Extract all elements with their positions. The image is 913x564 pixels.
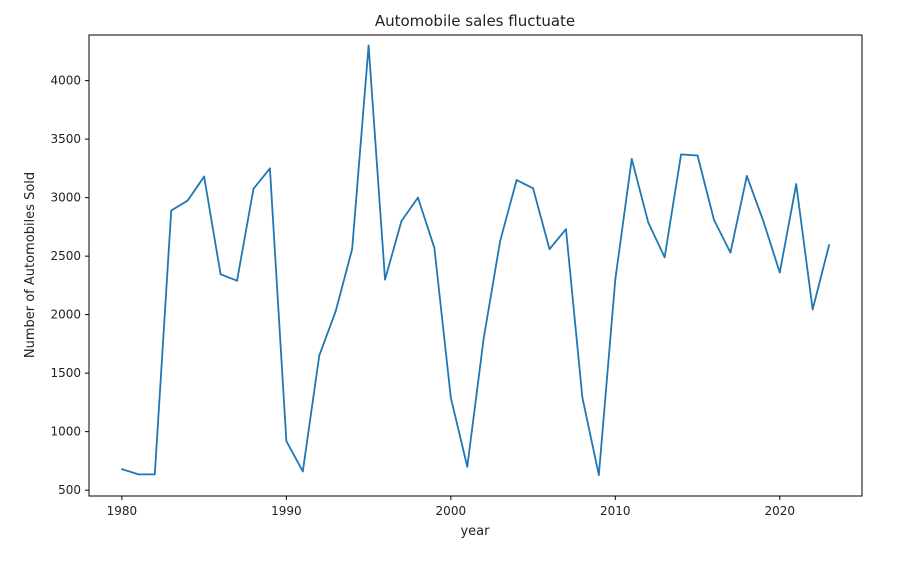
x-tick-label: 1990 xyxy=(271,504,302,518)
data-point xyxy=(153,473,156,476)
data-point xyxy=(170,209,173,212)
data-point xyxy=(565,228,567,231)
data-point xyxy=(318,354,321,357)
y-tick-label: 1000 xyxy=(50,425,81,439)
x-tick-label: 2020 xyxy=(764,504,795,518)
y-tick-label: 4000 xyxy=(50,74,81,88)
data-point xyxy=(367,44,370,47)
data-point xyxy=(729,251,732,254)
y-tick-label: 2000 xyxy=(50,308,81,322)
data-point xyxy=(614,278,617,281)
y-tick-label: 2500 xyxy=(50,249,81,263)
x-axis-ticks: 1980 1990 2000 2010 2020 xyxy=(107,496,795,518)
y-tick-label: 500 xyxy=(58,483,81,497)
data-point xyxy=(713,218,715,221)
data-point xyxy=(762,220,765,222)
y-tick-label: 3500 xyxy=(50,132,81,146)
data-point xyxy=(745,175,748,177)
data-point xyxy=(581,396,584,399)
x-axis-label: year xyxy=(460,524,490,539)
data-point xyxy=(466,465,469,468)
data-point xyxy=(219,273,222,276)
data-point xyxy=(449,396,452,399)
data-point xyxy=(647,221,650,224)
data-point xyxy=(532,187,534,190)
data-point xyxy=(285,440,288,442)
plot-area-frame xyxy=(88,34,863,497)
data-point xyxy=(630,158,633,160)
data-point xyxy=(137,473,140,476)
data-point xyxy=(269,167,271,170)
data-point xyxy=(120,468,123,470)
series-line xyxy=(121,44,830,476)
y-axis-ticks: 500 1000 1500 2000 2500 3000 3500 4000 xyxy=(50,74,89,497)
data-point xyxy=(334,310,337,313)
data-point xyxy=(680,153,682,156)
data-point xyxy=(236,279,238,282)
x-tick-label: 2000 xyxy=(436,504,467,518)
data-point xyxy=(203,175,206,178)
data-point xyxy=(186,199,189,202)
data-point xyxy=(482,337,485,339)
data-point xyxy=(795,183,798,186)
data-point xyxy=(696,154,699,157)
data-point xyxy=(548,248,551,251)
data-point xyxy=(433,247,436,249)
data-point xyxy=(663,256,666,259)
y-tick-label: 3000 xyxy=(50,191,81,205)
data-point xyxy=(252,187,255,190)
data-point xyxy=(811,308,814,311)
data-point xyxy=(597,474,600,476)
data-point xyxy=(499,240,502,242)
data-point xyxy=(828,244,831,246)
data-point xyxy=(384,278,386,281)
data-point xyxy=(400,220,403,222)
x-tick-label: 2010 xyxy=(600,504,631,518)
data-point xyxy=(417,196,419,199)
data-points xyxy=(120,44,831,476)
chart-title: Automobile sales fluctuate xyxy=(375,12,575,30)
data-point xyxy=(515,179,518,181)
x-tick-label: 1980 xyxy=(107,504,138,518)
data-point xyxy=(778,271,781,274)
data-point xyxy=(351,248,354,251)
y-axis-label: Number of Automobiles Sold xyxy=(23,172,38,358)
data-point xyxy=(301,470,304,473)
y-tick-label: 1500 xyxy=(50,366,81,380)
